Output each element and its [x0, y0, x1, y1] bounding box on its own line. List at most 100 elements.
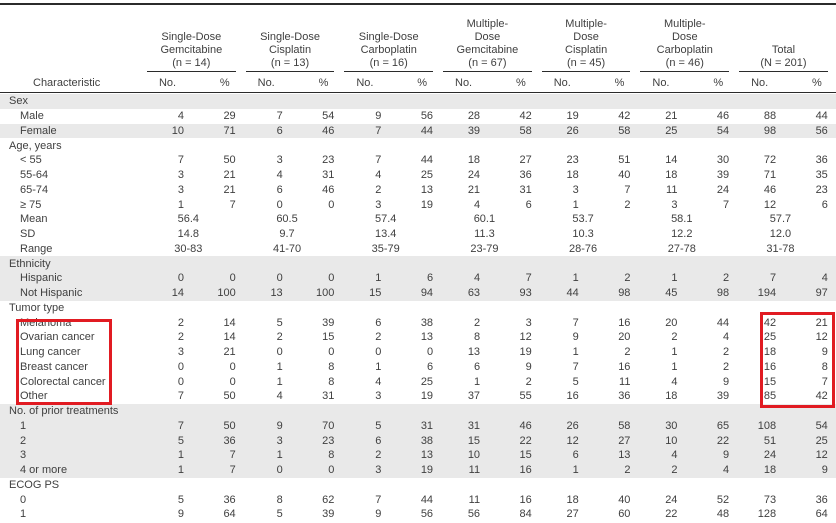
- no-value: 2: [375, 183, 382, 196]
- no-value: 9: [276, 419, 283, 432]
- no-value: 11: [468, 464, 481, 477]
- pct-value: 15: [519, 449, 532, 462]
- no-value: 1: [177, 464, 184, 477]
- group-title-line: Cisplatin: [565, 44, 608, 56]
- pct-value: 27: [519, 154, 532, 167]
- no-value: 1: [572, 464, 579, 477]
- pct-value: 0: [328, 198, 335, 211]
- no-value: 7: [177, 154, 184, 167]
- no-value: 0: [177, 272, 184, 285]
- stat-value: 27-78: [667, 242, 696, 255]
- pct-value: 48: [716, 508, 730, 521]
- section-label: Age, years: [9, 139, 62, 152]
- pct-value: 12: [815, 449, 828, 462]
- pct-value: 46: [519, 419, 532, 432]
- no-value: 31: [467, 419, 481, 432]
- no-value: 4: [276, 169, 283, 182]
- no-value: 1: [572, 346, 579, 359]
- no-value: 3: [177, 346, 184, 359]
- no-header-multiple-dose-carboplatin: No.: [652, 77, 670, 89]
- pct-value: 23: [322, 434, 335, 447]
- highlight-box-total-column: [760, 312, 835, 408]
- group-title-line: Single-Dose: [260, 31, 320, 43]
- row-label: Other: [20, 390, 48, 403]
- pct-value: 21: [223, 183, 236, 196]
- no-value: 12: [566, 434, 579, 447]
- no-value: 3: [572, 183, 579, 196]
- no-value: 0: [276, 198, 283, 211]
- no-value: 6: [276, 183, 283, 196]
- no-value: 1: [671, 346, 678, 359]
- row-label: ≥ 75: [20, 198, 42, 211]
- no-value: 1: [177, 198, 184, 211]
- table-row: 65-74 3 21 6 46 2 13 21 31 3 7 11 24 46 23: [0, 183, 836, 198]
- group-title-line: Single-Dose: [358, 31, 419, 43]
- pct-value: 19: [420, 464, 434, 477]
- no-value: 8: [276, 493, 283, 506]
- pct-value: 27: [618, 434, 631, 447]
- pct-value: 56: [420, 508, 434, 521]
- pct-value: 2: [624, 198, 631, 211]
- no-value: 7: [375, 493, 382, 506]
- pct-value: 0: [426, 346, 434, 359]
- no-value: 88: [763, 110, 777, 123]
- pct-value: 4: [821, 272, 828, 285]
- pct-value: 11: [619, 375, 631, 388]
- group-title-line: Dose: [671, 31, 698, 43]
- no-value: 30: [665, 419, 678, 432]
- pct-value: 58: [519, 124, 532, 137]
- row-label: Range: [20, 242, 53, 255]
- no-value: 6: [473, 360, 481, 373]
- pct-value: 94: [420, 287, 434, 300]
- column-group-title-total: Total (N = 201): [739, 44, 828, 72]
- pct-value: 40: [618, 493, 631, 506]
- pct-value: 16: [519, 464, 532, 477]
- pct-value: 8: [328, 360, 335, 373]
- no-value: 1: [276, 449, 283, 462]
- group-title-line: Single-Dose: [161, 31, 222, 43]
- row-label: Female: [20, 124, 57, 137]
- table-row: Breast cancer 0 0 1 8 1 6 6 9 7 16 1 2 16 8: [0, 360, 836, 375]
- no-value: 25: [665, 124, 678, 137]
- pct-value: 36: [815, 154, 828, 167]
- group-title-line: (n = 16): [369, 57, 408, 69]
- table-row: Female 10 71 6 46 7 44 39 58 26 58 25 54 98 56: [0, 123, 836, 139]
- no-value: 37: [467, 390, 481, 403]
- pct-value: 4: [723, 464, 730, 477]
- no-value: 15: [467, 434, 481, 447]
- no-value: 15: [369, 287, 382, 300]
- section-row: Ethnicity: [0, 256, 836, 271]
- table-row: Other 7 50 4 31 3 19 37 55 16 36 18 39 85 42: [0, 389, 836, 404]
- pct-value: 39: [322, 508, 335, 521]
- pct-value: 3: [525, 316, 532, 329]
- pct-value: 98: [716, 287, 730, 300]
- pct-value: 9: [821, 464, 828, 477]
- pct-value: 46: [322, 124, 335, 137]
- pct-value: 36: [223, 434, 236, 447]
- no-value: 18: [763, 464, 777, 477]
- pct-value: 13: [420, 183, 434, 196]
- no-value: 3: [177, 183, 184, 196]
- stat-value: 14.8: [177, 228, 200, 241]
- row-label: 1: [20, 508, 27, 521]
- pct-value: 7: [821, 375, 828, 388]
- no-value: 4: [473, 198, 481, 211]
- pct-value: 4: [723, 331, 730, 344]
- no-value: 42: [763, 316, 777, 329]
- pct-value: 2: [624, 272, 631, 285]
- pct-value: 44: [420, 124, 434, 137]
- no-value: 12: [763, 198, 777, 211]
- pct-value: 2: [723, 360, 730, 373]
- stat-value: 28-76: [569, 242, 598, 255]
- pct-value: 6: [821, 198, 828, 211]
- no-value: 72: [763, 154, 777, 167]
- row-label: Colorectal cancer: [20, 375, 106, 388]
- pct-value: 56: [815, 124, 828, 137]
- characteristic-header: Characteristic: [33, 77, 101, 89]
- no-value: 26: [566, 419, 579, 432]
- table-row: Melanoma 2 14 5 39 6 38 2 3 7 16 20 44 42 21: [0, 315, 836, 330]
- no-value: 108: [757, 419, 777, 432]
- stat-value: 53.7: [572, 213, 594, 226]
- pct-value: 22: [519, 434, 532, 447]
